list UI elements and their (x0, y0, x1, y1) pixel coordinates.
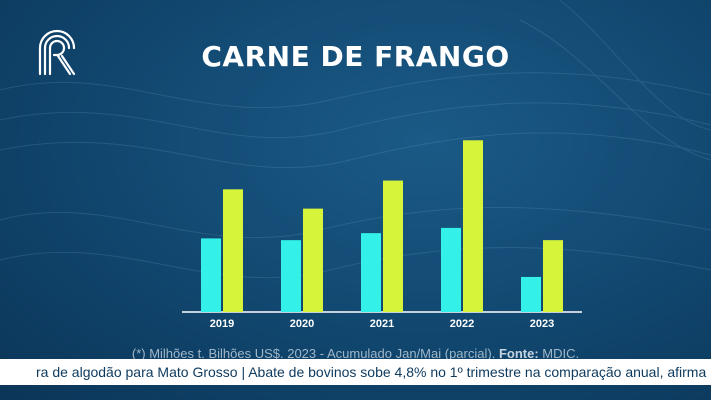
canal-rural-logo-icon (34, 26, 80, 76)
x-tick-label: 2020 (290, 318, 314, 330)
bar-2021-series-2 (383, 180, 403, 312)
x-tick-label: 2023 (530, 318, 554, 330)
chart-footnote: (*) Milhões t. Bilhões US$. 2023 - Acumu… (0, 346, 711, 361)
x-tick-label: 2021 (370, 318, 394, 330)
source-label: Fonte: (498, 346, 539, 361)
bar-2021-series-1 (361, 233, 381, 312)
bar-2019-series-1 (201, 238, 221, 312)
x-tick-label: 2019 (210, 318, 234, 330)
ticker-text: ra de algodão para Mato Grosso | Abate d… (36, 364, 711, 380)
news-ticker: ra de algodão para Mato Grosso | Abate d… (0, 359, 711, 385)
bar-2020-series-2 (303, 208, 323, 312)
x-tick-label: 2022 (450, 318, 474, 330)
source-value: MDIC. (542, 346, 580, 361)
bar-2020-series-1 (281, 240, 301, 312)
bar-2019-series-2 (223, 189, 243, 312)
bar-2023-series-1 (521, 276, 541, 312)
bar-2022-series-1 (441, 227, 461, 312)
bar-2022-series-2 (463, 140, 483, 312)
chart-title: CARNE DE FRANGO (201, 40, 510, 73)
bar-2023-series-2 (543, 240, 563, 312)
footnote-text: (*) Milhões t. Bilhões US$. 2023 - Acumu… (131, 346, 496, 361)
